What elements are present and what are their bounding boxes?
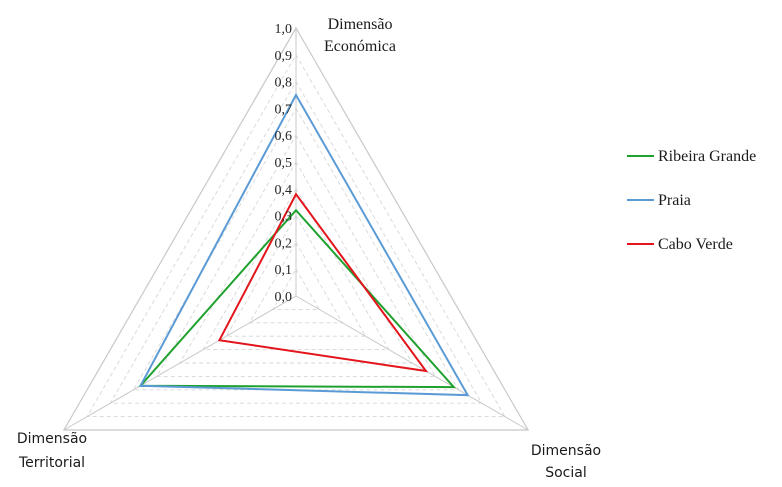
spoke-social bbox=[295, 295, 529, 431]
grid-ring-10 bbox=[62, 26, 530, 431]
axis-label-social-line2: Social bbox=[545, 465, 587, 481]
grid-ring-2 bbox=[248, 241, 344, 324]
tick-label-5: 0,5 bbox=[275, 156, 293, 171]
radar-spokes bbox=[63, 28, 529, 431]
radar-series bbox=[138, 92, 470, 397]
tick-label-4: 0,4 bbox=[275, 183, 293, 198]
grid-ring-8 bbox=[109, 80, 483, 404]
tick-label-9: 0,9 bbox=[275, 49, 293, 64]
grid-ring-9 bbox=[86, 53, 506, 418]
series-cabo-verde bbox=[217, 192, 429, 373]
spoke-territorial bbox=[63, 295, 297, 431]
axis-label-territorial-line2: Territorial bbox=[18, 455, 85, 471]
tick-label-0: 0,0 bbox=[275, 290, 293, 305]
radial-tick-labels: 0,0 0,1 0,2 0,3 0,4 0,5 0,6 0,7 0,8 0,9 1,0 bbox=[275, 22, 293, 305]
axis-label-economica-line1: Dimensão bbox=[328, 16, 393, 33]
tick-label-2: 0,2 bbox=[275, 236, 293, 251]
legend: Ribeira Grande Praia Cabo Verde bbox=[627, 148, 756, 253]
tick-label-3: 0,3 bbox=[275, 210, 293, 225]
series-ribeira-grande bbox=[138, 208, 457, 389]
grid-ring-4 bbox=[202, 187, 390, 351]
tick-label-10: 1,0 bbox=[275, 22, 293, 37]
grid-ring-6 bbox=[155, 134, 437, 377]
tick-label-6: 0,6 bbox=[275, 129, 293, 144]
radar-grid bbox=[62, 26, 530, 431]
tick-label-1: 0,1 bbox=[275, 263, 293, 278]
tick-label-7: 0,7 bbox=[275, 102, 293, 117]
axis-label-territorial-line1: Dimensão bbox=[17, 431, 87, 447]
legend-label-ribeira-grande: Ribeira Grande bbox=[658, 148, 756, 165]
grid-ring-1 bbox=[272, 268, 320, 310]
tick-label-8: 0,8 bbox=[275, 76, 293, 91]
axis-label-economica-line2: Económica bbox=[324, 38, 396, 55]
grid-ring-7 bbox=[132, 107, 460, 391]
legend-label-praia: Praia bbox=[658, 192, 691, 209]
series-praia bbox=[138, 92, 470, 397]
axis-label-social-line1: Dimensão bbox=[531, 443, 601, 459]
legend-label-cabo-verde: Cabo Verde bbox=[658, 236, 733, 253]
